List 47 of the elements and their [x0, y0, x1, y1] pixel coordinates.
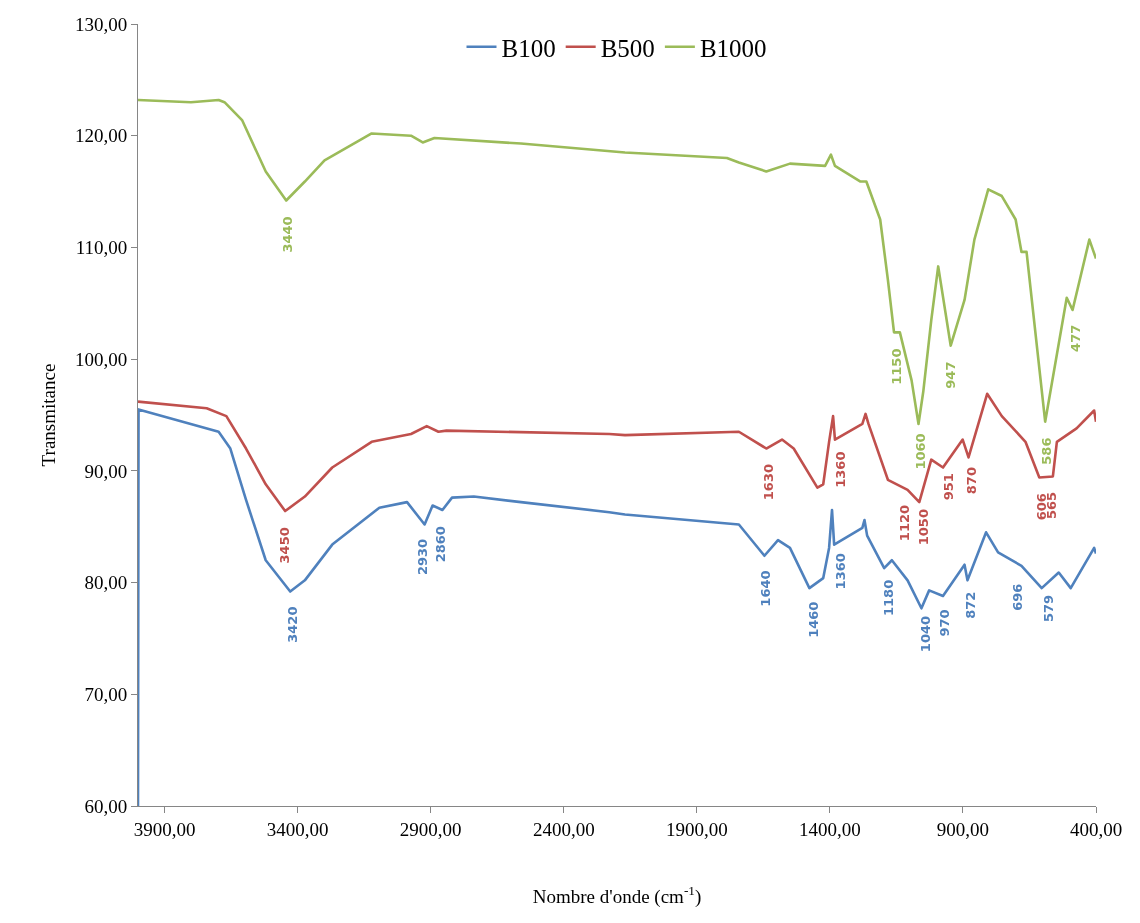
annotation: 579: [1040, 594, 1056, 623]
y-tick-label: 100,00: [74, 348, 128, 370]
y-tick-label: 110,00: [75, 237, 128, 259]
annotation: 477: [1068, 324, 1084, 352]
annotation: 3440: [279, 216, 295, 253]
annotation: 1050: [915, 509, 931, 546]
legend-label: B1000: [699, 34, 767, 62]
x-tick-label: 3400,00: [266, 818, 329, 840]
x-tick-label: 3900,00: [133, 818, 196, 840]
annotation: 947: [943, 361, 959, 389]
annotation: 1640: [758, 570, 774, 607]
annotation: 1040: [918, 615, 934, 653]
y-axis-title: Transmitance: [37, 363, 59, 467]
y-tick-label: 70,00: [84, 683, 128, 705]
annotation: 1360: [832, 553, 848, 590]
legend-label: B100: [501, 34, 556, 62]
annotation: 1630: [761, 464, 777, 501]
x-tick-label: 2400,00: [532, 818, 595, 840]
x-tick-label: 1400,00: [799, 818, 861, 840]
y-tick-label: 90,00: [84, 460, 128, 482]
annotation: 970: [937, 609, 953, 637]
legend-label: B500: [600, 34, 655, 62]
annotation: 1120: [896, 504, 912, 542]
annotation: 1460: [806, 601, 821, 638]
y-tick-label: 130,00: [74, 13, 128, 35]
annotation: 951: [941, 473, 957, 501]
annotation: 1360: [833, 451, 849, 488]
annotation: 1150: [889, 348, 905, 385]
annotation: 2930: [415, 538, 431, 576]
annotation: 1060: [913, 433, 929, 470]
x-axis-title: Nombre d'onde (cm$^{-1}$): [532, 882, 702, 908]
x-tick-label: 900,00: [936, 818, 990, 840]
x-tick-label: 1900,00: [665, 818, 728, 840]
annotation: 872: [963, 591, 979, 619]
annotation: 586: [1039, 437, 1055, 465]
y-tick-label: 80,00: [84, 572, 128, 594]
line-series: [138, 98, 1096, 426]
y-tick-label: 120,00: [74, 125, 128, 147]
annotation: 696: [1009, 583, 1025, 611]
y-tick-label: 60,00: [84, 795, 128, 817]
annotation: 870: [963, 467, 979, 495]
annotation: 1180: [880, 579, 896, 617]
annotation: 3420: [284, 606, 300, 643]
annotation: 3450: [277, 527, 293, 564]
annotation: 2860: [433, 526, 449, 563]
x-tick-label: 400,00: [1069, 818, 1123, 840]
x-tick-label: 2900,00: [399, 818, 462, 840]
